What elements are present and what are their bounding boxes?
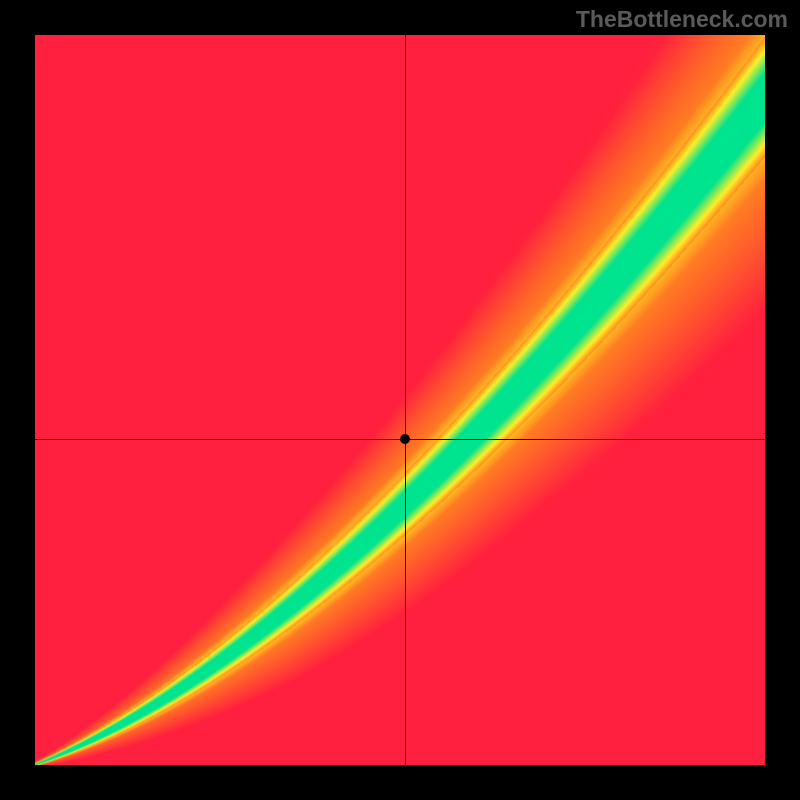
chart-container: TheBottleneck.com bbox=[0, 0, 800, 800]
crosshair-marker bbox=[400, 434, 410, 444]
heatmap-plot bbox=[35, 35, 765, 765]
crosshair-vertical bbox=[405, 35, 406, 765]
watermark-text: TheBottleneck.com bbox=[576, 6, 788, 33]
heatmap-canvas bbox=[35, 35, 765, 765]
